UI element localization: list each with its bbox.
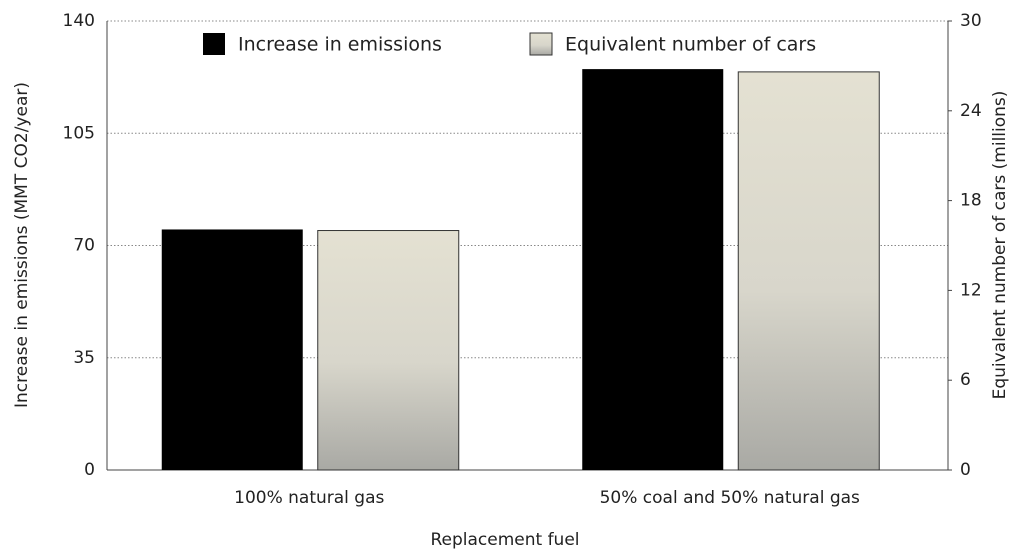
bar (317, 230, 460, 471)
y2-axis-label: Equivalent number of cars (millions) (990, 91, 1010, 400)
y-axis-label: Increase in emissions (MMT CO2/year) (12, 82, 32, 408)
y-tick-label: 105 (63, 123, 95, 143)
x-axis-label: Replacement fuel (430, 530, 579, 550)
y-tick-label: 70 (73, 236, 95, 256)
bar (161, 229, 303, 470)
y2-tick-label: 18 (960, 191, 982, 211)
x-tick-label: 100% natural gas (234, 488, 384, 508)
y-tick-label: 35 (73, 348, 95, 368)
y2-tick-label: 30 (960, 11, 982, 31)
legend-swatch (529, 32, 553, 56)
y-tick-label: 140 (63, 11, 95, 31)
bar (582, 69, 724, 470)
legend-swatch (203, 33, 225, 55)
x-tick-label: 50% coal and 50% natural gas (600, 488, 860, 508)
y2-tick-label: 6 (960, 370, 971, 390)
bar (737, 71, 880, 471)
legend-label: Equivalent number of cars (565, 34, 816, 56)
y-tick-label: 0 (84, 460, 95, 480)
y2-tick-label: 24 (960, 101, 982, 121)
y2-tick-label: 0 (960, 460, 971, 480)
y2-tick-label: 12 (960, 280, 982, 300)
legend-label: Increase in emissions (238, 34, 442, 56)
